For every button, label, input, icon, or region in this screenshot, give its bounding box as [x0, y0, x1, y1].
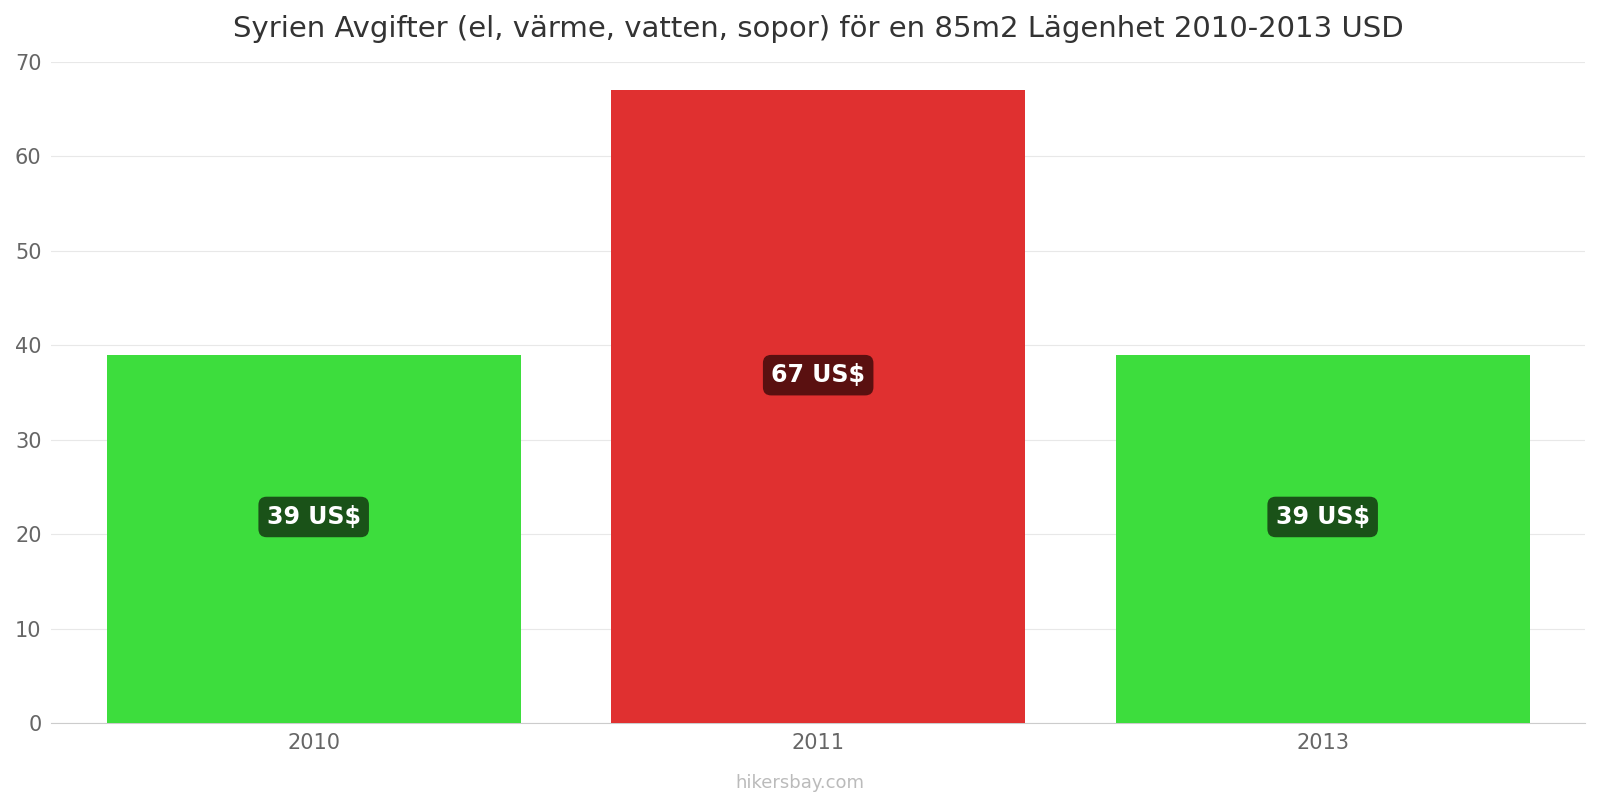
Text: 39 US$: 39 US$	[1275, 505, 1370, 529]
Text: 39 US$: 39 US$	[267, 505, 360, 529]
Title: Syrien Avgifter (el, värme, vatten, sopor) för en 85m2 Lägenhet 2010-2013 USD: Syrien Avgifter (el, värme, vatten, sopo…	[232, 15, 1403, 43]
Text: hikersbay.com: hikersbay.com	[736, 774, 864, 792]
Bar	[1115, 355, 1530, 723]
Text: 67 US$: 67 US$	[771, 363, 866, 387]
Bar	[611, 90, 1026, 723]
Bar	[107, 355, 520, 723]
